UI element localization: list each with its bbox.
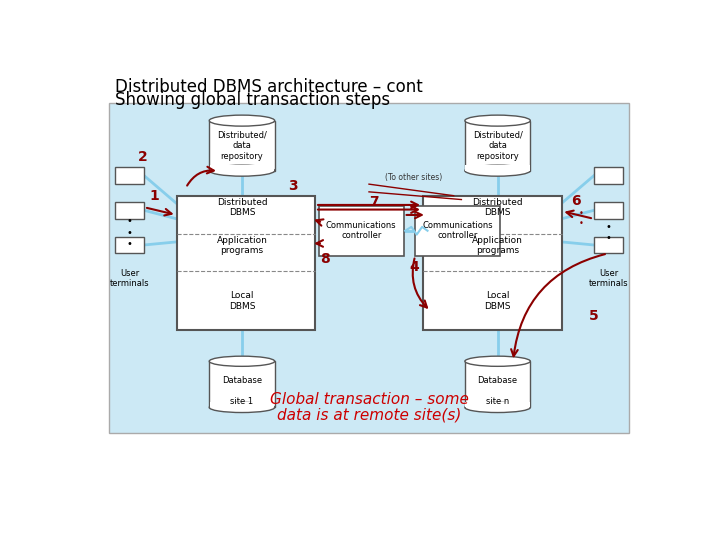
FancyBboxPatch shape — [465, 120, 531, 171]
Text: Communications
controller: Communications controller — [326, 221, 397, 240]
FancyBboxPatch shape — [594, 202, 623, 219]
Ellipse shape — [465, 115, 531, 126]
FancyBboxPatch shape — [115, 167, 144, 184]
Ellipse shape — [210, 165, 274, 176]
Text: Distributed/
data
repository: Distributed/ data repository — [472, 131, 523, 160]
Text: Local
DBMS: Local DBMS — [485, 292, 511, 311]
Text: •
•: • • — [579, 209, 584, 228]
FancyBboxPatch shape — [594, 237, 623, 253]
FancyBboxPatch shape — [594, 167, 623, 184]
Text: Distributed
DBMS: Distributed DBMS — [472, 198, 523, 217]
Ellipse shape — [465, 402, 531, 413]
FancyBboxPatch shape — [465, 402, 530, 408]
Text: 5: 5 — [588, 309, 598, 323]
FancyBboxPatch shape — [465, 361, 531, 408]
Text: (To other sites): (To other sites) — [385, 173, 442, 183]
FancyBboxPatch shape — [415, 206, 500, 256]
FancyBboxPatch shape — [176, 195, 315, 330]
Text: •
•: • • — [606, 222, 611, 244]
FancyBboxPatch shape — [210, 165, 274, 171]
FancyBboxPatch shape — [210, 402, 274, 408]
Text: Application
programs: Application programs — [217, 236, 267, 255]
Ellipse shape — [210, 402, 274, 413]
Text: Database: Database — [477, 376, 518, 385]
Text: Communications
controller: Communications controller — [422, 221, 493, 240]
Text: Distributed
DBMS: Distributed DBMS — [217, 198, 267, 217]
Text: Database: Database — [222, 376, 262, 385]
Text: 7: 7 — [369, 195, 379, 209]
Text: site 1: site 1 — [230, 397, 253, 406]
Text: User
terminals: User terminals — [589, 269, 629, 288]
Text: User
terminals: User terminals — [109, 269, 149, 288]
Text: 8: 8 — [320, 253, 330, 266]
Text: Global transaction – some: Global transaction – some — [269, 392, 469, 407]
FancyBboxPatch shape — [319, 206, 404, 256]
FancyBboxPatch shape — [423, 195, 562, 330]
FancyBboxPatch shape — [210, 361, 274, 408]
Text: Distributed/
data
repository: Distributed/ data repository — [217, 131, 267, 160]
Text: •
•
•: • • • — [127, 216, 132, 249]
Text: 2: 2 — [138, 150, 148, 164]
Text: Application
programs: Application programs — [472, 236, 523, 255]
Text: site n: site n — [486, 397, 509, 406]
FancyBboxPatch shape — [210, 120, 274, 171]
FancyBboxPatch shape — [465, 165, 530, 171]
Text: Showing global transaction steps: Showing global transaction steps — [115, 91, 390, 109]
Ellipse shape — [465, 356, 531, 366]
Text: 3: 3 — [288, 179, 298, 193]
Text: 4: 4 — [409, 260, 419, 274]
FancyBboxPatch shape — [115, 202, 144, 219]
Ellipse shape — [465, 165, 531, 176]
Ellipse shape — [210, 115, 274, 126]
Text: data is at remote site(s): data is at remote site(s) — [276, 408, 462, 423]
FancyBboxPatch shape — [109, 103, 629, 433]
FancyBboxPatch shape — [115, 237, 144, 253]
Ellipse shape — [210, 356, 274, 366]
Text: Distributed DBMS architecture – cont: Distributed DBMS architecture – cont — [115, 78, 423, 96]
Text: 6: 6 — [571, 194, 580, 208]
Text: Local
DBMS: Local DBMS — [229, 292, 255, 311]
Text: 1: 1 — [150, 188, 159, 202]
